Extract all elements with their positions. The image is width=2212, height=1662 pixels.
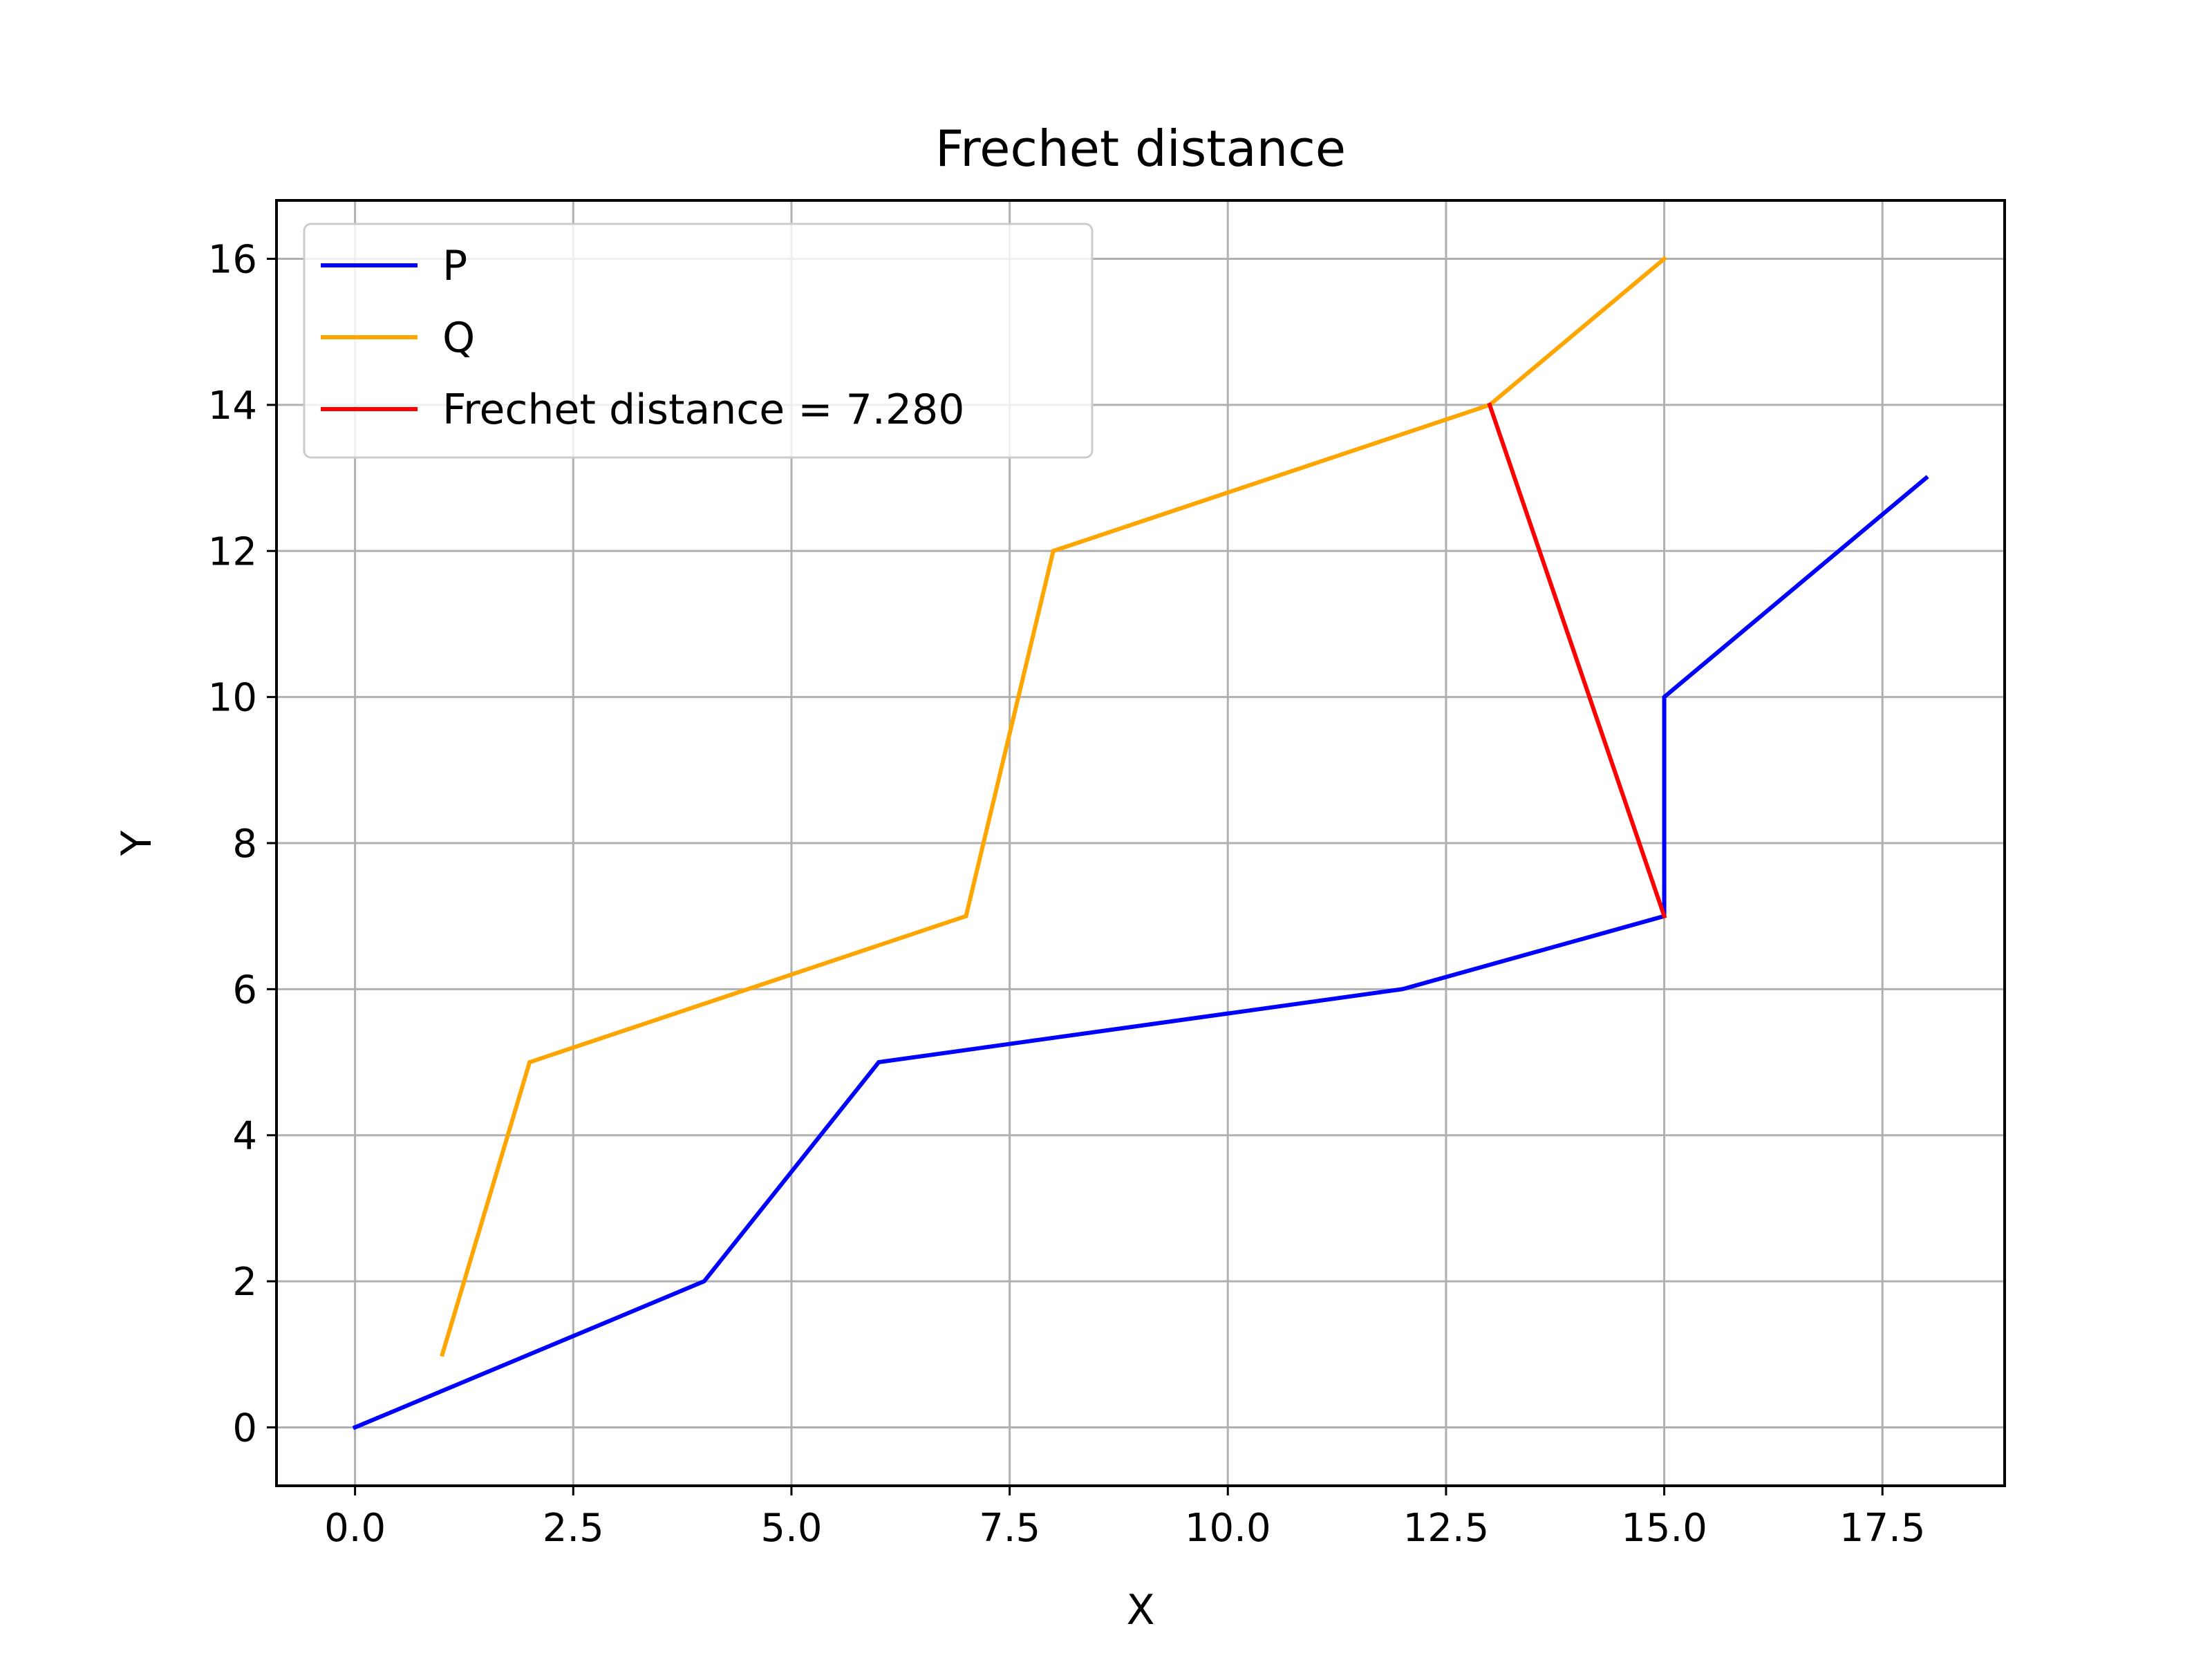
y-tick-label: 0 [232,1406,257,1451]
x-tick-label: 10.0 [1185,1506,1271,1551]
chart-title: Frechet distance [935,120,1346,178]
y-axis-label: Y [113,830,161,856]
legend-label: P [442,242,467,290]
y-tick-label: 6 [232,967,257,1012]
x-tick-label: 0.0 [324,1506,386,1551]
series-line-2 [1487,402,1667,919]
x-tick-label: 15.0 [1621,1506,1707,1551]
series-line-0 [352,475,1929,1430]
x-tick-label: 12.5 [1403,1506,1490,1551]
x-tick-label: 7.5 [979,1506,1040,1551]
legend-label: Q [442,314,475,362]
y-tick-label: 8 [232,822,257,867]
legend: PQ Frechet distance = 7.280 [303,223,1094,459]
x-tick-label: 17.5 [1839,1506,1926,1551]
y-tick-label: 2 [232,1260,257,1305]
ticks: 0.0 2.5 5.0 7.5 10.0 12.5 15.0 17.5 0 2 4 6 8 10 12 14 1… [208,238,1926,1551]
grid [276,200,2005,1486]
x-axis-label: X [1126,1586,1154,1634]
y-tick-label: 16 [208,238,257,283]
y-tick-label: 12 [208,529,257,574]
legend-box [303,223,1094,459]
x-tick-label: 2.5 [543,1506,604,1551]
x-tick-label: 5.0 [760,1506,822,1551]
y-tick-label: 14 [208,384,257,428]
series-layer [352,256,1929,1430]
y-tick-label: 10 [208,676,257,721]
legend-label: Frechet distance = 7.280 [442,386,964,434]
y-tick-label: 4 [232,1114,257,1159]
series-line-1 [440,256,1667,1357]
